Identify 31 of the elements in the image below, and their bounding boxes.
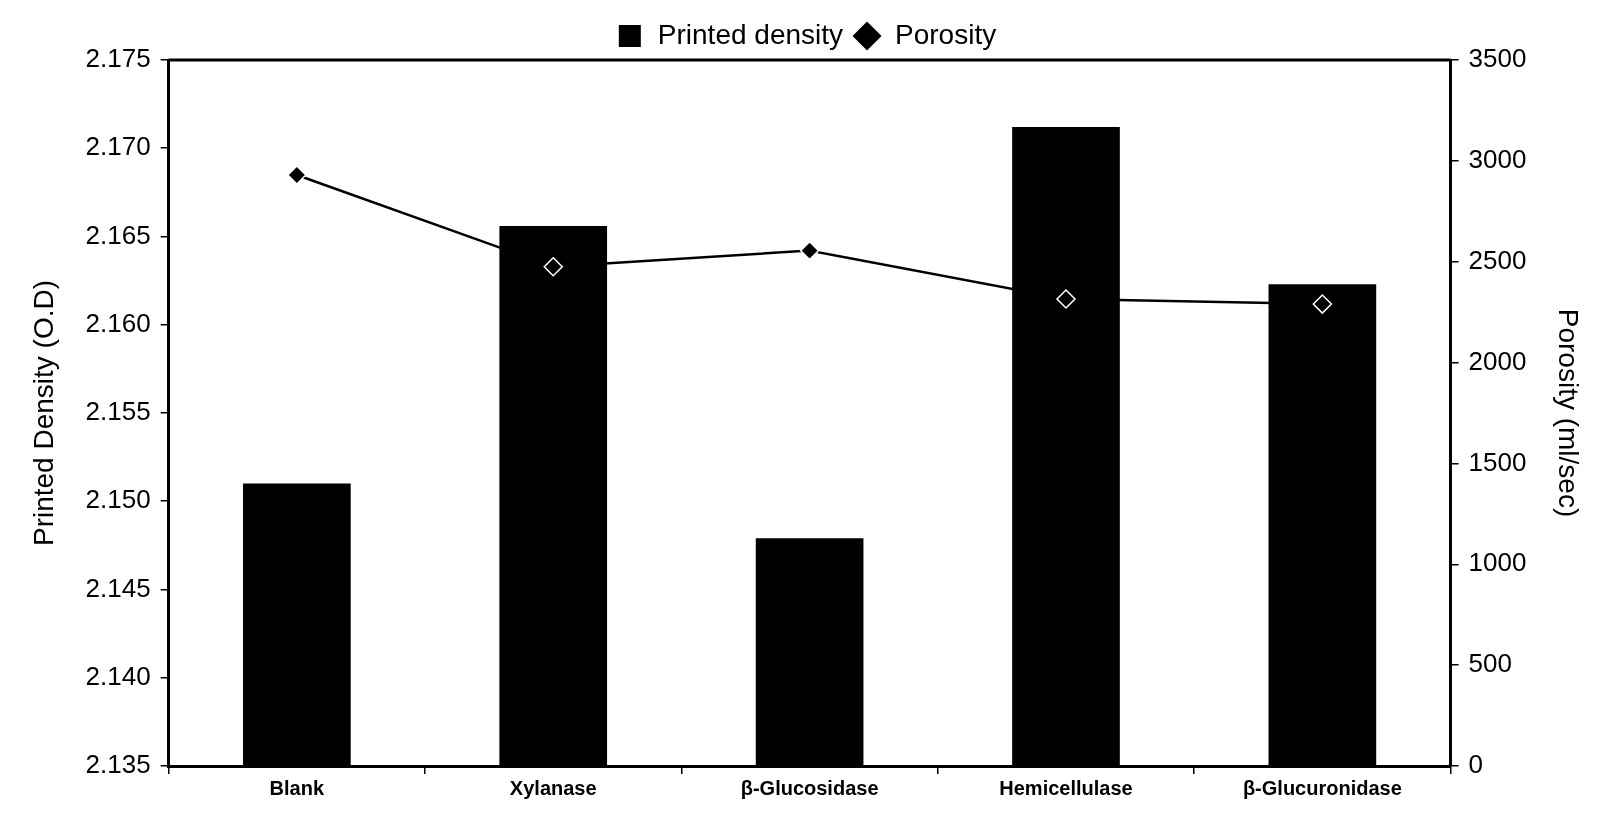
y2-tick-label: 0 [1468,749,1484,780]
point [1312,294,1333,314]
y-tick-label: 2.150 [85,484,151,515]
y-tick-label: 2.160 [85,307,151,338]
x-tick-label: Xylanase [509,776,597,799]
y-tick-label: 2.165 [85,219,151,250]
x-tick-label: Blank [269,776,325,799]
point [543,257,563,277]
legend-label: Printed density [657,18,844,50]
x-tick-label: Hemicellulase [999,776,1133,799]
y-tick-label: 2.175 [85,43,151,74]
y2-tick-label: 3500 [1468,43,1527,74]
point [799,240,820,261]
y2-tick-label: 2500 [1468,244,1527,275]
y2-tick-label: 1000 [1468,547,1527,578]
y-tick-label: 2.145 [85,572,151,603]
y2-tick-label: 500 [1468,648,1512,679]
y-axis-title: Printed Density (O.D) [27,279,59,547]
y-tick-label: 2.155 [85,396,151,427]
y2-tick-label: 3000 [1468,144,1527,175]
x-tick-label: β-Glucosidase [740,776,879,799]
y2-tick-label: 1500 [1468,446,1527,477]
x-tick-label: β-Glucuronidase [1242,776,1402,799]
y2-axis-title: Porosity (ml/sec) [1553,308,1585,518]
point [1056,289,1076,309]
y-tick-label: 2.140 [85,660,151,691]
legend-label: Porosity [895,18,997,50]
point [287,165,307,185]
y2-tick-label: 2000 [1468,345,1527,376]
y-tick-label: 2.135 [85,749,151,780]
y-tick-label: 2.170 [85,131,151,162]
